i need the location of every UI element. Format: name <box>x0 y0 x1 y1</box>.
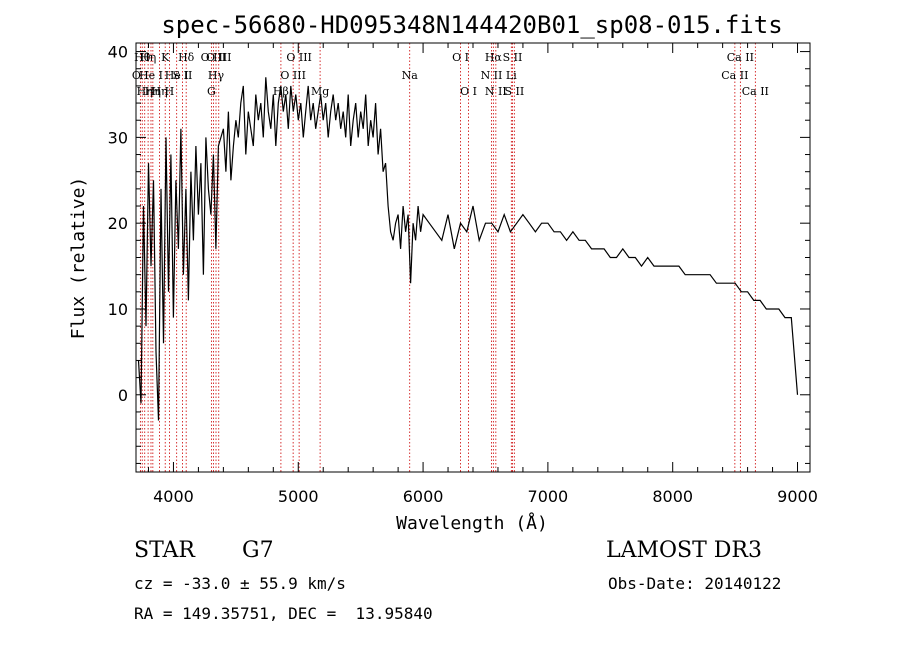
spectral-line-label-20: Na <box>402 69 419 82</box>
spectral-line-label-12: G <box>207 85 216 98</box>
spectral-line-label-1: Hθ <box>134 51 151 64</box>
spectral-line-label-31: Ca II <box>742 85 769 98</box>
spectral-line-label-28: S II <box>504 85 524 98</box>
coordinates: RA = 149.35751, DEC = 13.95840 <box>134 604 433 623</box>
x-tick-label-0: 4000 <box>153 487 194 506</box>
spectral-line-label-22: O I <box>460 85 477 98</box>
plot-frame <box>135 42 811 473</box>
spectral-line-label-15: O III <box>206 51 232 64</box>
y-tick-label-1: 10 <box>108 300 128 319</box>
y-tick-label-2: 20 <box>108 214 128 233</box>
y-tick-label-3: 30 <box>108 128 128 147</box>
spectral-line-label-18: O III <box>286 51 312 64</box>
object-class: STAR <box>134 538 195 563</box>
spectral-line-label-13: O III <box>201 51 227 64</box>
spectral-line-label-11: Hδ <box>178 51 195 64</box>
y-axis-label: Flux (relative) <box>68 177 89 340</box>
object-subclass: G7 <box>242 538 274 563</box>
spectral-line-label-24: Hα <box>485 51 503 64</box>
x-tick-label-5: 9000 <box>777 487 818 506</box>
spectrum-line <box>137 77 799 421</box>
y-tick-label-4: 40 <box>108 43 128 62</box>
x-tick-label-3: 7000 <box>528 487 569 506</box>
x-tick-label-4: 8000 <box>652 487 693 506</box>
spectral-line-label-3: Hη <box>140 51 156 64</box>
x-tick-label-2: 6000 <box>403 487 444 506</box>
spectral-line-label-27: S II <box>503 51 523 64</box>
chart-title: spec-56680-HD095348N144420B01_sp08-015.f… <box>161 11 782 39</box>
spectral-line-label-7: K <box>161 51 170 64</box>
spectral-line-label-4: He I <box>139 69 163 82</box>
observation-date: Obs-Date: 20140122 <box>608 574 782 593</box>
spectral-line-label-23: N II <box>481 69 503 82</box>
spectral-line-label-8: H <box>165 85 175 98</box>
spectral-line-label-9: He I <box>165 69 189 82</box>
x-tick-label-1: 5000 <box>278 487 319 506</box>
x-axis-label: Wavelength (Å) <box>396 512 548 534</box>
spectral-line-label-17: O III <box>280 69 306 82</box>
x-axis-ticks: 4000 5000 6000 7000 8000 9000 <box>147 43 818 506</box>
spectral-line-label-19: Mg <box>311 85 329 98</box>
spectral-line-label-10: S II <box>173 69 193 82</box>
spectral-line-label-30: Ca II <box>727 51 754 64</box>
survey-name: LAMOST DR3 <box>606 538 762 563</box>
spectral-line-label-6: Hη <box>151 85 167 98</box>
y-axis-ticks: 0 10 20 30 40 <box>108 43 810 464</box>
spectral-line-label-21: O I <box>452 51 469 64</box>
spectral-line-label-26: Li <box>506 69 517 82</box>
spectral-line-markers <box>139 43 756 472</box>
redshift-velocity: cz = -33.0 ± 55.9 km/s <box>134 574 346 593</box>
spectral-line-label-29: Ca II <box>721 69 748 82</box>
spectral-line-label-25: N II <box>485 85 507 98</box>
spectral-line-label-5: Hη <box>145 85 161 98</box>
y-tick-label-0: 0 <box>118 386 128 405</box>
spectral-line-label-2: Hη <box>137 85 153 98</box>
spectral-line-label-14: Hγ <box>208 69 225 82</box>
